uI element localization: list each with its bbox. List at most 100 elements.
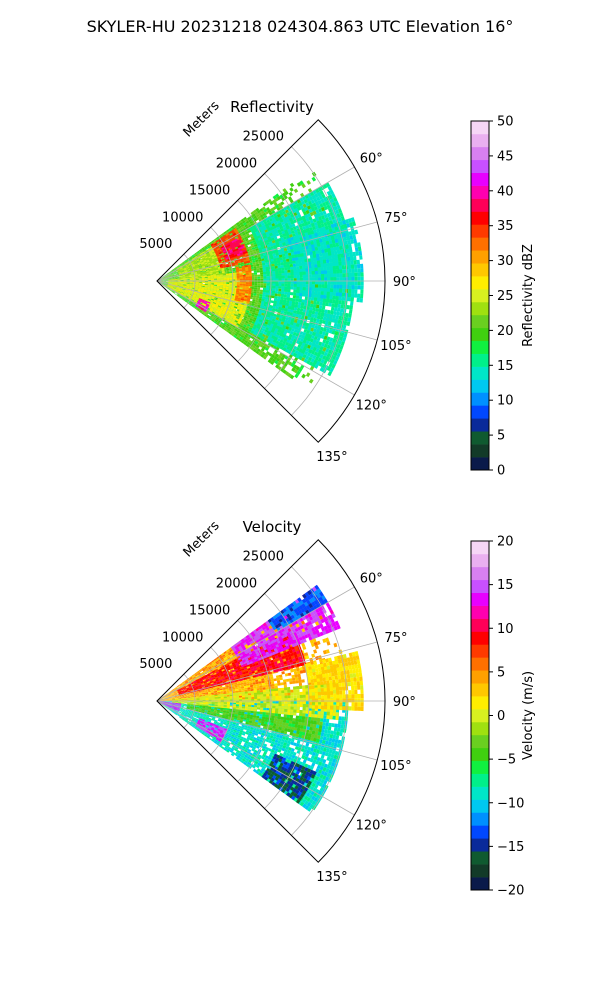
figure-suptitle: SKYLER-HU 20231218 024304.863 UTC Elevat…	[87, 17, 514, 36]
sector-frame	[156, 119, 386, 443]
colorbar-segment	[471, 773, 489, 787]
velocity-colorbar: −20 −15 −10 −5 0 5 10 15 20	[470, 535, 524, 899]
colorbar-segment	[471, 683, 489, 697]
colorbar-tick-label: −5	[497, 753, 516, 768]
reflectivity-patch	[220, 238, 247, 260]
colorbar-segment	[471, 566, 489, 581]
colorbar-tick-label: −15	[497, 840, 524, 855]
colorbar-segment	[471, 159, 489, 174]
sector-frame	[156, 539, 386, 863]
colorbar-segment	[471, 670, 489, 684]
radial-tick-label: 25000	[243, 550, 284, 565]
colorbar-tick-label: 30	[497, 254, 514, 269]
velocity-patch	[304, 651, 364, 712]
colorbar-segment	[471, 696, 489, 710]
angle-tick-label: 120°	[356, 819, 387, 834]
grid-spoke	[156, 280, 378, 341]
colorbar-tick-label: 10	[497, 394, 514, 409]
reflectivity-colorbar: 0 5 10 15 20 25 30 35 40 45 50	[470, 115, 514, 479]
colorbar-segment	[471, 631, 489, 645]
reflectivity-patch	[234, 264, 252, 304]
angle-tick-label: 60°	[360, 151, 383, 166]
grid-spoke	[156, 166, 355, 282]
angle-tick-label: 120°	[356, 399, 387, 414]
velocity-patch	[267, 584, 329, 632]
reflectivity-panel: Reflectivity 60° 75° 90° 105° 120° 135° 5000 10…	[139, 98, 536, 479]
colorbar-segment	[471, 353, 489, 367]
colorbar-tick-label: −10	[497, 796, 524, 811]
colorbar-tick-label: 0	[497, 709, 505, 724]
radial-tick-label: 5000	[139, 237, 172, 252]
colorbar-segment	[471, 211, 489, 225]
colorbar-segment	[471, 250, 489, 264]
radial-tick-label: 20000	[216, 577, 257, 592]
colorbar-tick-label: 15	[497, 359, 514, 374]
velocity-patch	[261, 753, 317, 804]
grid-spoke	[156, 221, 378, 282]
radial-tick-label: 15000	[189, 183, 230, 198]
velocity-patch	[186, 704, 323, 743]
radial-tick-label: 20000	[216, 157, 257, 172]
colorbar-segment	[471, 327, 489, 342]
colorbar-segment	[471, 709, 489, 723]
grid-spoke	[156, 280, 355, 396]
colorbar-tick-label: 15	[497, 578, 514, 593]
colorbar-tick-label: 20	[497, 324, 514, 339]
angle-tick-label: 60°	[360, 571, 383, 586]
colorbar-segment	[471, 747, 489, 762]
colorbar-tick-label: 10	[497, 622, 514, 637]
reflectivity-patch	[287, 217, 364, 303]
angle-tick-label: 135°	[316, 450, 347, 465]
velocity-title: Velocity	[243, 518, 302, 536]
colorbar-tick-label: 40	[497, 184, 514, 199]
velocity-radial-axis-label: Meters	[181, 518, 223, 560]
colorbar-segment	[471, 418, 489, 432]
colorbar-segment	[471, 392, 489, 406]
radial-tick-label: 5000	[139, 657, 172, 672]
colorbar-segment	[471, 618, 489, 632]
angle-tick-label: 105°	[380, 339, 411, 354]
colorbar-segment	[471, 172, 489, 186]
angle-tick-label: 135°	[316, 870, 347, 885]
colorbar-segment	[471, 301, 489, 316]
angle-tick-label: 75°	[384, 631, 407, 646]
angle-tick-label: 75°	[384, 211, 407, 226]
colorbar-segment	[471, 263, 489, 277]
colorbar-segment	[471, 605, 489, 619]
colorbar-tick-label: 50	[497, 115, 514, 130]
colorbar-tick-label: 20	[497, 535, 514, 550]
colorbar-segment	[471, 146, 489, 161]
velocity-field	[157, 584, 364, 812]
radial-tick-label: 10000	[162, 210, 203, 225]
grid-spoke	[156, 586, 355, 702]
colorbar-segment	[471, 431, 489, 445]
colorbar-segment	[471, 405, 489, 419]
colorbar-segment	[471, 237, 489, 251]
reflectivity-field	[157, 171, 364, 384]
colorbar-segment	[471, 579, 489, 594]
colorbar-segment	[471, 851, 489, 865]
colorbar-segment	[471, 786, 489, 800]
colorbar-segment	[471, 289, 489, 303]
angle-tick-label: 90°	[393, 275, 416, 290]
colorbar-segment	[471, 444, 489, 458]
colorbar-segment	[471, 541, 489, 555]
reflectivity-title: Reflectivity	[230, 98, 314, 116]
angle-tick-label: 90°	[393, 695, 416, 710]
velocity-panel: Velocity 60° 75° 90° 105° 120° 135° 5000 10000 1…	[139, 518, 536, 899]
colorbar-segment	[471, 721, 489, 736]
colorbar-segment	[471, 877, 489, 891]
colorbar-tick-label: 25	[497, 289, 514, 304]
velocity-grid	[156, 539, 386, 863]
reflectivity-colorbar-label: Reflectivity dBZ	[521, 244, 536, 347]
reflectivity-ticks: 60° 75° 90° 105° 120° 135° 5000 10000 15000 20000…	[139, 130, 416, 465]
colorbar-segment	[471, 799, 489, 813]
colorbar-tick-label: 5	[497, 429, 505, 444]
colorbar-tick-label: 45	[497, 149, 514, 164]
colorbar-segment	[471, 366, 489, 380]
colorbar-segment	[471, 734, 489, 749]
colorbar-segment	[471, 314, 489, 329]
colorbar-tick-label: 35	[497, 219, 514, 234]
